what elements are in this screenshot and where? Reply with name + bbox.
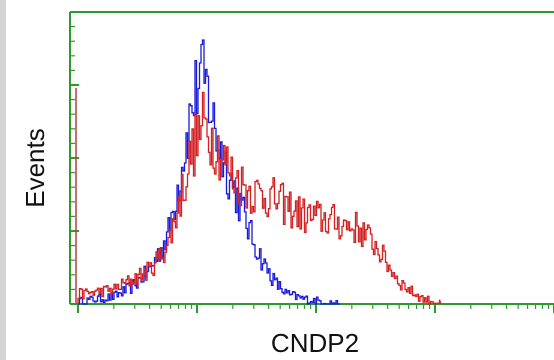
- series-line-1: [77, 91, 442, 305]
- x-axis-ticks: [77, 304, 554, 313]
- plot-frame: [69, 11, 554, 305]
- x-axis-label: CNDP2: [271, 328, 359, 358]
- left-border-strip: [0, 0, 6, 360]
- y-axis-label: Events: [20, 128, 50, 208]
- series-line-0: [78, 39, 340, 305]
- y-axis-ticks: [70, 11, 79, 305]
- series-layer: [75, 39, 442, 305]
